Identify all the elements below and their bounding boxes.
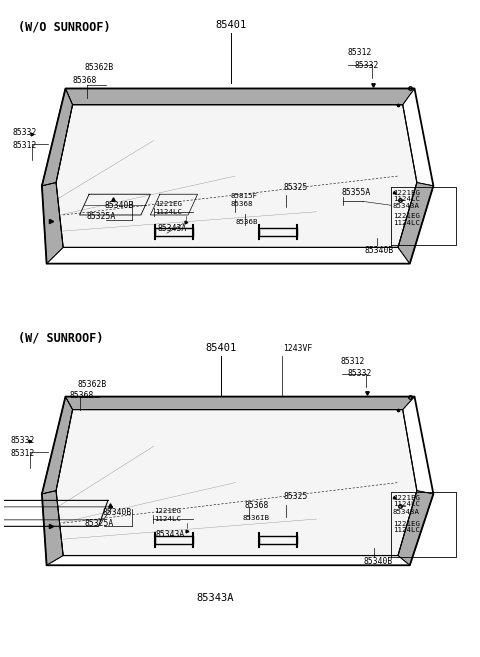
Text: 85368: 85368: [230, 200, 253, 206]
Text: 85332: 85332: [354, 61, 379, 70]
Text: 85815F: 85815F: [230, 193, 258, 199]
Text: 8536B: 8536B: [235, 219, 258, 225]
Text: 1124LC: 1124LC: [154, 516, 180, 522]
Polygon shape: [42, 397, 72, 494]
Polygon shape: [56, 104, 417, 248]
Polygon shape: [42, 183, 63, 263]
Text: 85340B: 85340B: [365, 246, 394, 255]
Polygon shape: [65, 89, 415, 104]
Polygon shape: [42, 491, 63, 565]
Text: 85343A: 85343A: [393, 509, 420, 515]
Text: 85368: 85368: [72, 76, 97, 85]
Text: 1221EG: 1221EG: [393, 520, 420, 526]
Text: 1124LC: 1124LC: [393, 501, 420, 507]
Text: 85340B: 85340B: [104, 202, 133, 210]
Text: 85332: 85332: [348, 369, 372, 378]
Text: 85340B: 85340B: [102, 508, 132, 516]
Text: 85325: 85325: [283, 183, 308, 193]
Text: 85368: 85368: [245, 501, 269, 510]
Text: 85312: 85312: [11, 449, 35, 458]
Text: 8536IB: 8536IB: [242, 514, 269, 520]
Text: 1221EG: 1221EG: [393, 213, 420, 219]
Text: 1124LC: 1124LC: [155, 209, 182, 215]
Text: 1221EG: 1221EG: [155, 200, 182, 206]
Text: 85362B: 85362B: [77, 380, 107, 389]
Text: 85401: 85401: [205, 343, 237, 353]
Text: 85355A: 85355A: [341, 188, 371, 197]
Text: 1124LC: 1124LC: [393, 527, 420, 533]
Text: 1124LC: 1124LC: [393, 219, 420, 225]
Text: 85325: 85325: [283, 492, 308, 501]
Text: 85332: 85332: [12, 128, 37, 137]
Text: 85362B: 85362B: [84, 63, 114, 72]
Text: 1221EG: 1221EG: [393, 190, 420, 196]
Text: 85312: 85312: [12, 141, 37, 150]
Text: 85368: 85368: [69, 391, 94, 400]
Polygon shape: [56, 409, 417, 556]
Text: 85340B: 85340B: [363, 557, 393, 566]
Polygon shape: [42, 89, 72, 186]
Polygon shape: [65, 397, 415, 409]
Text: 85343A: 85343A: [155, 530, 184, 539]
Polygon shape: [398, 491, 433, 565]
Text: 85343A: 85343A: [393, 203, 420, 210]
Text: 1243VF: 1243VF: [283, 344, 312, 353]
Text: 85312: 85312: [341, 357, 365, 366]
Text: 85332: 85332: [11, 436, 35, 445]
Polygon shape: [398, 183, 433, 263]
Text: (W/ SUNROOF): (W/ SUNROOF): [18, 332, 104, 345]
Text: 85343A: 85343A: [157, 224, 187, 233]
Text: 85401: 85401: [215, 20, 246, 30]
Text: 1124LC: 1124LC: [393, 196, 420, 202]
Text: 1221EG: 1221EG: [154, 508, 180, 514]
Text: (W/O SUNROOF): (W/O SUNROOF): [18, 20, 111, 34]
Text: 85343A: 85343A: [197, 593, 234, 603]
Text: 85325A: 85325A: [87, 212, 116, 221]
Text: 85312: 85312: [348, 49, 372, 57]
Text: 1221EG: 1221EG: [393, 495, 420, 501]
Text: 85325A: 85325A: [84, 518, 114, 528]
